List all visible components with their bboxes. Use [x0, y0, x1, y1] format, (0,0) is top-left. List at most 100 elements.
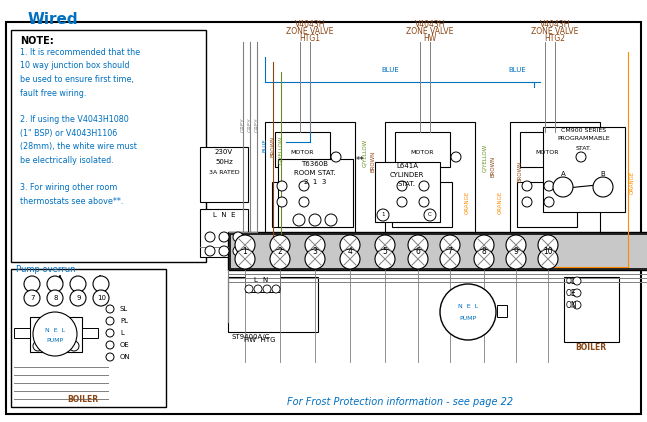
Text: 1: 1	[381, 213, 385, 217]
Bar	[517, 182, 577, 227]
Circle shape	[235, 249, 255, 269]
Text: T6360B: T6360B	[302, 161, 329, 167]
Circle shape	[325, 214, 337, 226]
Text: 10: 10	[543, 247, 553, 257]
Circle shape	[57, 341, 67, 351]
Bar	[497, 305, 507, 317]
Text: CYLINDER: CYLINDER	[389, 172, 424, 178]
Circle shape	[219, 246, 229, 256]
Text: HTG1: HTG1	[300, 34, 320, 43]
Text: PUMP: PUMP	[459, 316, 477, 320]
Text: N: N	[262, 277, 267, 283]
Bar	[375, 162, 440, 222]
Circle shape	[408, 249, 428, 269]
Text: 8: 8	[481, 247, 487, 257]
Circle shape	[24, 290, 40, 306]
Text: For Frost Protection information - see page 22: For Frost Protection information - see p…	[287, 397, 513, 407]
Circle shape	[205, 232, 215, 242]
Bar	[82, 328, 98, 338]
Text: N  E  L: N E L	[458, 303, 478, 308]
Circle shape	[544, 181, 554, 191]
Text: 3: 3	[313, 247, 318, 257]
Text: 4: 4	[347, 247, 353, 257]
Text: V4043H: V4043H	[295, 20, 325, 29]
Text: PL: PL	[120, 318, 128, 324]
Text: thermostats see above**.: thermostats see above**.	[20, 197, 124, 206]
Circle shape	[263, 285, 271, 293]
Circle shape	[233, 232, 243, 242]
Text: OL: OL	[566, 278, 576, 287]
Text: L: L	[253, 277, 257, 283]
Text: G/YELLOW: G/YELLOW	[278, 136, 283, 164]
Bar	[278, 159, 353, 227]
Circle shape	[522, 197, 532, 207]
Bar	[230, 234, 647, 268]
Circle shape	[235, 235, 255, 255]
Text: BOILER: BOILER	[67, 395, 98, 404]
Text: PROGRAMMABLE: PROGRAMMABLE	[558, 136, 610, 141]
Text: L641A: L641A	[396, 163, 418, 169]
Text: 1: 1	[243, 247, 247, 257]
Bar	[510, 122, 600, 242]
Bar	[30, 317, 82, 352]
Text: STAT.: STAT.	[576, 146, 592, 151]
Bar	[543, 127, 625, 212]
Text: BROWN: BROWN	[490, 156, 496, 177]
Circle shape	[219, 232, 229, 242]
Circle shape	[576, 152, 586, 162]
Text: 50Hz: 50Hz	[215, 159, 233, 165]
Circle shape	[106, 353, 114, 361]
Text: 9: 9	[514, 247, 518, 257]
Text: GREY: GREY	[241, 117, 245, 132]
Text: BLUE: BLUE	[381, 67, 399, 73]
Circle shape	[522, 181, 532, 191]
Bar	[564, 277, 619, 342]
Circle shape	[544, 197, 554, 207]
Text: 3. For wiring other room: 3. For wiring other room	[20, 183, 117, 192]
Bar	[275, 132, 330, 167]
Bar	[14, 328, 30, 338]
Circle shape	[451, 152, 461, 162]
Text: PUMP: PUMP	[47, 338, 63, 343]
Circle shape	[593, 177, 613, 197]
Circle shape	[33, 312, 77, 356]
Circle shape	[45, 341, 55, 351]
Circle shape	[33, 341, 43, 351]
Text: MOTOR: MOTOR	[410, 149, 433, 154]
Circle shape	[233, 246, 243, 256]
Bar	[11, 30, 206, 262]
Bar	[392, 182, 452, 227]
Text: G/YELLOW: G/YELLOW	[483, 144, 487, 172]
Text: MOTOR: MOTOR	[535, 149, 559, 154]
Text: 8: 8	[54, 295, 58, 301]
Text: OE: OE	[120, 342, 130, 348]
Circle shape	[24, 276, 40, 292]
Text: be used to ensure first time,: be used to ensure first time,	[20, 75, 134, 84]
Text: BLUE: BLUE	[263, 138, 267, 152]
Text: 7: 7	[448, 247, 452, 257]
Bar	[265, 122, 355, 242]
Circle shape	[305, 235, 325, 255]
Text: 10: 10	[98, 295, 107, 301]
Circle shape	[397, 197, 407, 207]
Text: BOILER: BOILER	[575, 343, 607, 352]
Circle shape	[106, 329, 114, 337]
Text: fault free wiring.: fault free wiring.	[20, 89, 87, 97]
Text: OE: OE	[566, 289, 576, 298]
Text: (1" BSP) or V4043H1106: (1" BSP) or V4043H1106	[20, 129, 117, 138]
Text: (28mm), the white wire must: (28mm), the white wire must	[20, 143, 137, 151]
Circle shape	[106, 341, 114, 349]
Text: ZONE VALVE: ZONE VALVE	[287, 27, 334, 36]
Circle shape	[106, 317, 114, 325]
Text: GREY: GREY	[248, 117, 252, 132]
Circle shape	[270, 249, 290, 269]
Text: BROWN: BROWN	[270, 136, 276, 157]
Text: ZONE VALVE: ZONE VALVE	[406, 27, 454, 36]
Circle shape	[205, 246, 215, 256]
Circle shape	[70, 290, 86, 306]
Text: STAT.: STAT.	[398, 181, 416, 187]
Circle shape	[397, 181, 407, 191]
Text: V4043H: V4043H	[540, 20, 570, 29]
Text: ROOM STAT.: ROOM STAT.	[294, 170, 336, 176]
Circle shape	[538, 235, 558, 255]
